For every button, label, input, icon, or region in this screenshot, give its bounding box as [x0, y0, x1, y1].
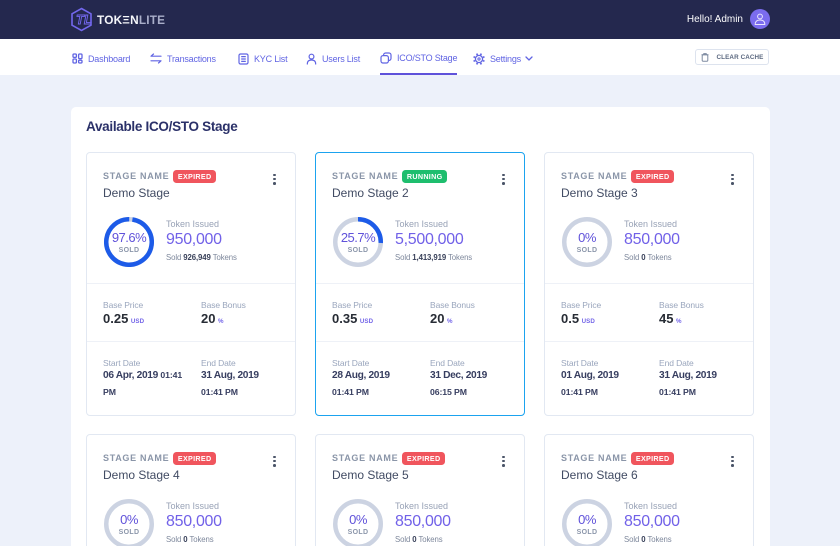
svg-text:TL: TL [76, 12, 92, 27]
